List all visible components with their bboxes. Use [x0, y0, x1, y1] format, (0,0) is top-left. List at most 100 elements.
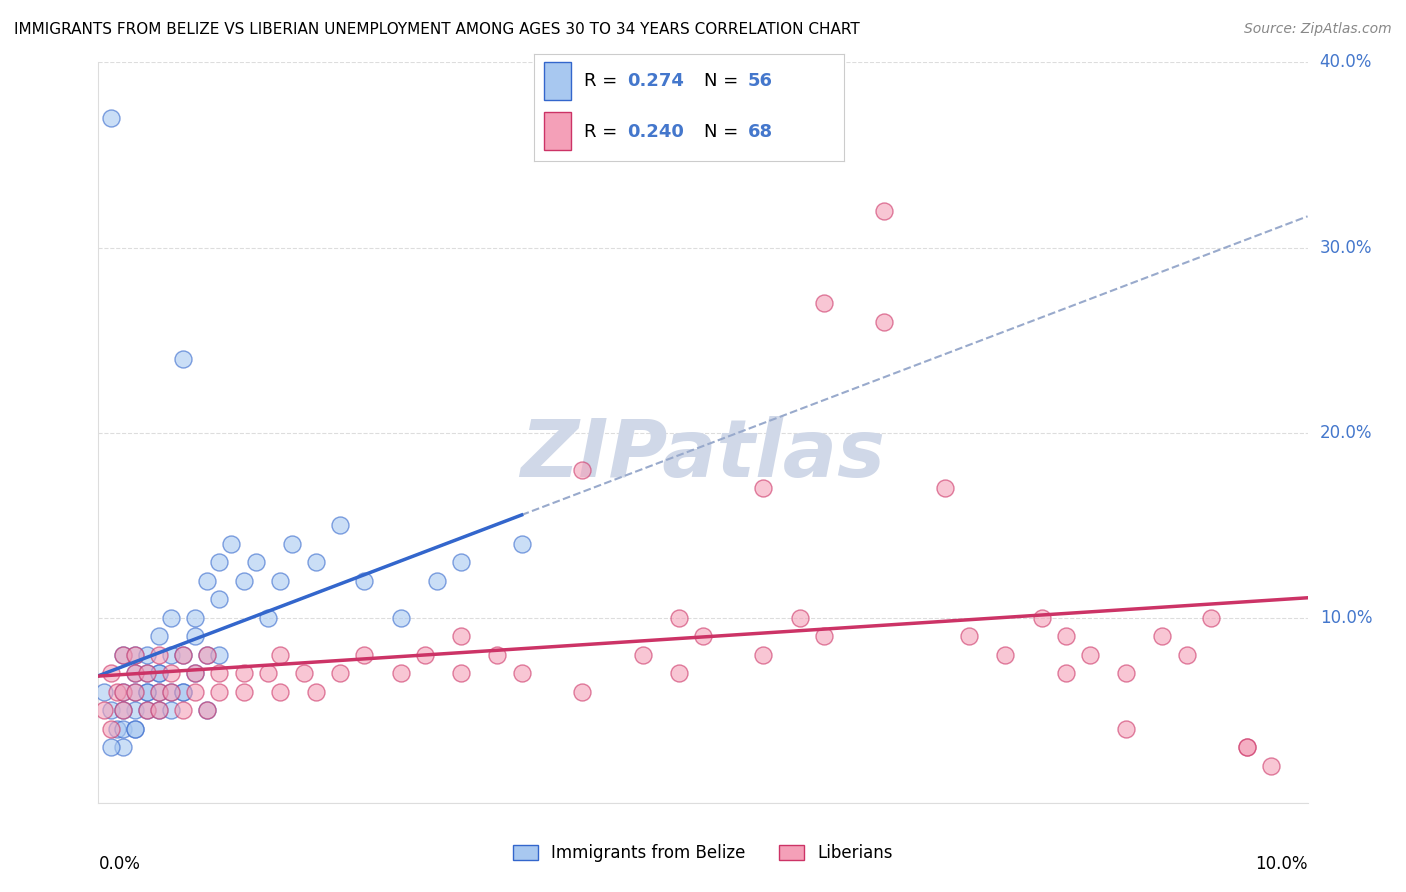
Point	[111, 685, 134, 699]
Text: R =: R =	[583, 72, 623, 90]
Point	[873, 314, 896, 328]
Point	[135, 703, 157, 717]
Point	[100, 666, 122, 681]
Point	[631, 648, 654, 662]
Point	[450, 629, 472, 643]
Point	[135, 685, 157, 699]
Point	[305, 685, 328, 699]
Legend: Immigrants from Belize, Liberians: Immigrants from Belize, Liberians	[506, 838, 900, 869]
Point	[208, 648, 231, 662]
Point	[789, 610, 811, 624]
Point	[135, 648, 157, 662]
Point	[172, 703, 194, 717]
Point	[752, 648, 775, 662]
Point	[413, 648, 436, 662]
Point	[184, 610, 207, 624]
Point	[111, 703, 134, 717]
Point	[1054, 666, 1077, 681]
Point	[135, 703, 157, 717]
Point	[148, 666, 170, 681]
Point	[135, 666, 157, 681]
Point	[934, 481, 956, 495]
Point	[111, 685, 134, 699]
Point	[813, 629, 835, 643]
Point	[389, 666, 412, 681]
Point	[148, 685, 170, 699]
Point	[752, 481, 775, 495]
Point	[426, 574, 449, 588]
Point	[172, 685, 194, 699]
Point	[100, 740, 122, 755]
Text: 10.0%: 10.0%	[1320, 608, 1372, 627]
Point	[148, 648, 170, 662]
Point	[353, 648, 375, 662]
Point	[148, 703, 170, 717]
Text: N =: N =	[704, 72, 744, 90]
Point	[208, 666, 231, 681]
Point	[389, 610, 412, 624]
Point	[184, 666, 207, 681]
Point	[124, 703, 146, 717]
Point	[135, 666, 157, 681]
Point	[195, 703, 218, 717]
Point	[100, 111, 122, 125]
Point	[124, 685, 146, 699]
Point	[269, 574, 291, 588]
Point	[450, 666, 472, 681]
Text: R =: R =	[583, 123, 623, 141]
Text: IMMIGRANTS FROM BELIZE VS LIBERIAN UNEMPLOYMENT AMONG AGES 30 TO 34 YEARS CORREL: IMMIGRANTS FROM BELIZE VS LIBERIAN UNEMP…	[14, 22, 860, 37]
Point	[160, 648, 183, 662]
Point	[195, 648, 218, 662]
Point	[329, 518, 352, 533]
Point	[1236, 740, 1258, 755]
Point	[111, 740, 134, 755]
Point	[256, 666, 278, 681]
Point	[1054, 629, 1077, 643]
Point	[195, 703, 218, 717]
Text: 56: 56	[748, 72, 773, 90]
Text: Source: ZipAtlas.com: Source: ZipAtlas.com	[1244, 22, 1392, 37]
Point	[172, 351, 194, 366]
Point	[329, 666, 352, 681]
Point	[100, 703, 122, 717]
Point	[160, 685, 183, 699]
Point	[232, 666, 254, 681]
Point	[1260, 758, 1282, 772]
Point	[245, 555, 267, 569]
Point	[124, 685, 146, 699]
Point	[269, 685, 291, 699]
Point	[124, 722, 146, 736]
Point	[813, 296, 835, 310]
Point	[1199, 610, 1222, 624]
Point	[232, 685, 254, 699]
Point	[160, 685, 183, 699]
Point	[208, 555, 231, 569]
Text: ZIPatlas: ZIPatlas	[520, 416, 886, 494]
Point	[571, 462, 593, 476]
Point	[111, 648, 134, 662]
Point	[111, 703, 134, 717]
Point	[450, 555, 472, 569]
Point	[232, 574, 254, 588]
Point	[184, 666, 207, 681]
Point	[668, 666, 690, 681]
Point	[124, 666, 146, 681]
Point	[100, 722, 122, 736]
Point	[692, 629, 714, 643]
Text: 0.0%: 0.0%	[98, 855, 141, 872]
Point	[1115, 722, 1137, 736]
Text: 40.0%: 40.0%	[1320, 54, 1372, 71]
Point	[1078, 648, 1101, 662]
Point	[571, 685, 593, 699]
Point	[135, 685, 157, 699]
Point	[305, 555, 328, 569]
Text: 68: 68	[748, 123, 773, 141]
Point	[160, 610, 183, 624]
Point	[172, 685, 194, 699]
FancyBboxPatch shape	[544, 112, 571, 150]
Point	[1152, 629, 1174, 643]
Point	[148, 685, 170, 699]
Point	[93, 685, 115, 699]
Point	[111, 648, 134, 662]
Point	[1115, 666, 1137, 681]
